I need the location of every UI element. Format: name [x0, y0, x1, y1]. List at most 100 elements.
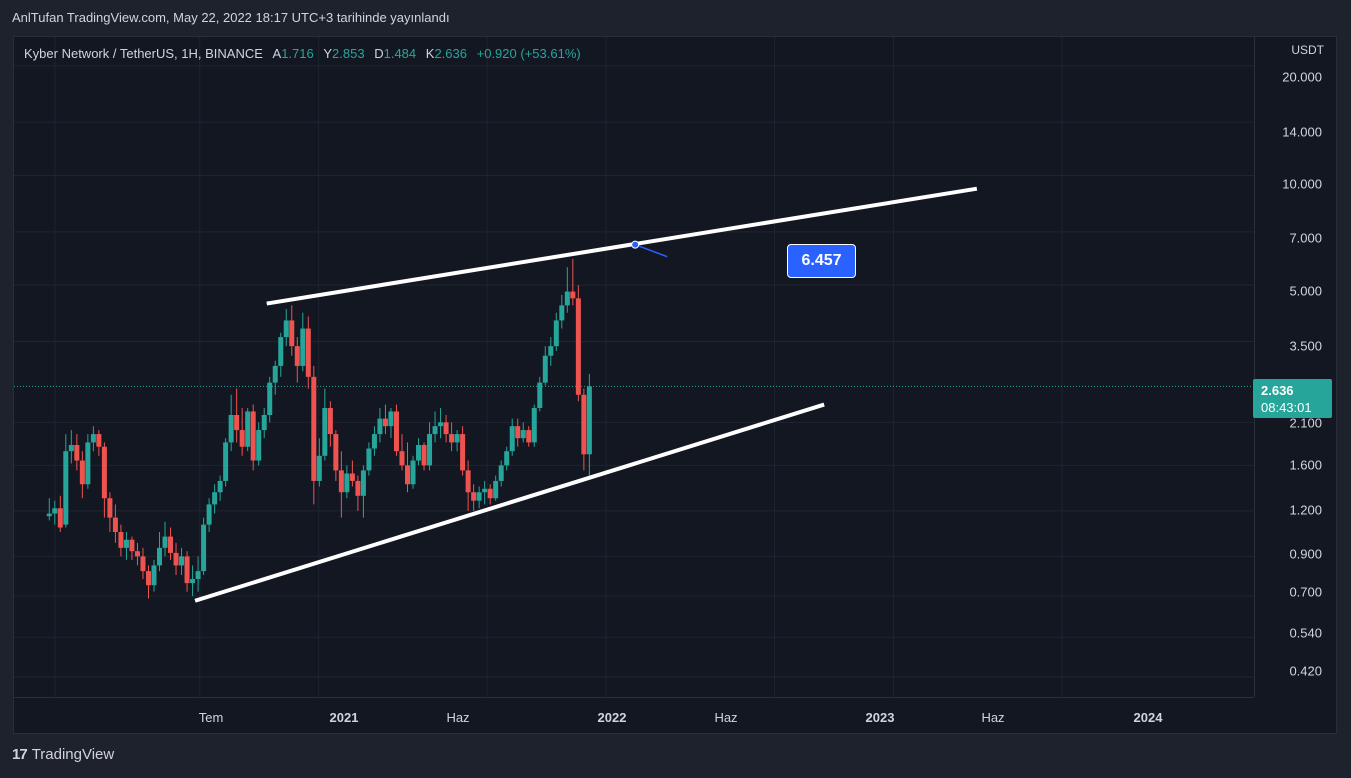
legend-high-label: Y	[323, 46, 333, 61]
price-tick: 0.700	[1289, 584, 1322, 600]
candle-body	[581, 394, 587, 455]
candle-body	[526, 430, 532, 443]
candle-body	[134, 551, 140, 557]
price-tick: 3.500	[1289, 338, 1322, 354]
candle-body	[212, 492, 218, 505]
candle-body	[311, 376, 317, 481]
price-tick: 5.000	[1289, 283, 1322, 299]
candle-body	[548, 346, 554, 356]
candle-body	[465, 470, 471, 493]
candle-body	[217, 480, 223, 493]
candle-body	[300, 328, 306, 366]
candle-body	[206, 504, 212, 525]
legend-low-label: D	[374, 46, 384, 61]
brand-name: TradingView	[31, 746, 115, 763]
candle-body	[228, 415, 234, 443]
candle-body	[399, 451, 405, 466]
price-tick: 0.900	[1289, 546, 1322, 562]
time-tick: Haz	[714, 710, 738, 725]
candle-body	[366, 448, 372, 471]
candle-body	[85, 442, 91, 485]
candle-body	[405, 465, 411, 485]
candle-body	[157, 547, 163, 566]
callout-connector	[634, 243, 668, 258]
legend-high-value: 2.853	[332, 46, 365, 61]
candle-body	[201, 524, 207, 572]
candle-body	[151, 565, 157, 586]
candle-body	[184, 556, 190, 584]
candle-body	[564, 291, 570, 306]
time-axis[interactable]: Tem 2021 Haz 2022 Haz 2023 Haz 2024	[14, 697, 1254, 733]
time-tick: Tem	[198, 710, 224, 725]
price-callout[interactable]: 6.457	[787, 244, 856, 278]
candle-body	[245, 411, 251, 447]
chart-pane[interactable]: Kyber Network / TetherUS, 1H, BINANCE A1…	[14, 37, 1254, 697]
candle-body	[250, 411, 256, 461]
legend-close-label: K	[425, 46, 435, 61]
price-tick: 7.000	[1289, 230, 1322, 246]
candle-body	[79, 460, 85, 485]
published-caption: AnlTufan TradingView.com, May 22, 2022 1…	[12, 10, 450, 25]
candle-body	[553, 320, 559, 347]
candle-body	[63, 451, 69, 525]
bar-countdown: 08:43:01	[1261, 400, 1312, 415]
chart-canvas[interactable]	[14, 37, 1254, 697]
price-tick: 0.540	[1289, 625, 1322, 641]
legend-open-value: 1.716	[281, 46, 314, 61]
candle-body	[333, 434, 339, 471]
candle-body	[504, 451, 510, 466]
candle-body	[520, 430, 526, 439]
candle-body	[107, 498, 113, 518]
candle-body	[421, 444, 427, 466]
candle-body	[493, 480, 499, 499]
candle-body	[338, 470, 344, 493]
chart-frame: Kyber Network / TetherUS, 1H, BINANCE A1…	[13, 36, 1337, 734]
candle-body	[454, 434, 460, 443]
price-tick: 1.200	[1289, 502, 1322, 518]
candle-body	[305, 328, 311, 377]
candle-body	[482, 488, 488, 493]
candle-body	[57, 508, 63, 528]
candle-body	[289, 320, 295, 347]
price-axis[interactable]: USDT 20.000 14.000 10.000 7.000 5.000 3.…	[1254, 37, 1338, 697]
candle-body	[316, 455, 322, 481]
price-tick: 14.000	[1282, 124, 1322, 140]
candle-body	[460, 434, 466, 471]
price-tick: 0.420	[1289, 663, 1322, 679]
candle-body	[322, 407, 328, 456]
candle-body	[234, 415, 240, 431]
candle-body	[162, 536, 168, 548]
currency-label[interactable]: USDT	[1291, 43, 1324, 57]
candle-body	[96, 434, 102, 447]
candle-body	[90, 434, 96, 443]
legend-symbol: Kyber Network / TetherUS, 1H, BINANCE	[24, 46, 263, 61]
candle-body	[570, 291, 576, 299]
candle-body	[542, 355, 548, 383]
time-tick: 2023	[865, 710, 895, 725]
candle-body	[223, 442, 229, 481]
tradingview-logo[interactable]: 17 TradingView	[12, 746, 114, 763]
candle-body	[179, 556, 185, 566]
candle-body	[349, 473, 355, 481]
candle-body	[261, 415, 267, 431]
candle-body	[267, 382, 273, 416]
candle-body	[371, 434, 377, 449]
candle-body	[559, 305, 565, 321]
candle-body	[427, 434, 433, 466]
legend: Kyber Network / TetherUS, 1H, BINANCE A1…	[24, 46, 581, 61]
tradingview-mark-icon: 17	[12, 746, 28, 763]
legend-close-value: 2.636	[434, 46, 467, 61]
candle-body	[393, 411, 399, 452]
candle-body	[476, 492, 482, 501]
candle-body	[410, 460, 416, 485]
price-tick: 2.100	[1289, 415, 1322, 431]
candle-body	[52, 508, 58, 514]
candle-body	[68, 444, 74, 452]
candle-body	[498, 465, 504, 481]
candle-body	[487, 488, 493, 499]
price-tick: 1.600	[1289, 457, 1322, 473]
upper-trendline	[266, 186, 978, 306]
candle-body	[377, 418, 383, 435]
candle-body	[382, 418, 388, 427]
lower-trendline	[194, 402, 825, 603]
